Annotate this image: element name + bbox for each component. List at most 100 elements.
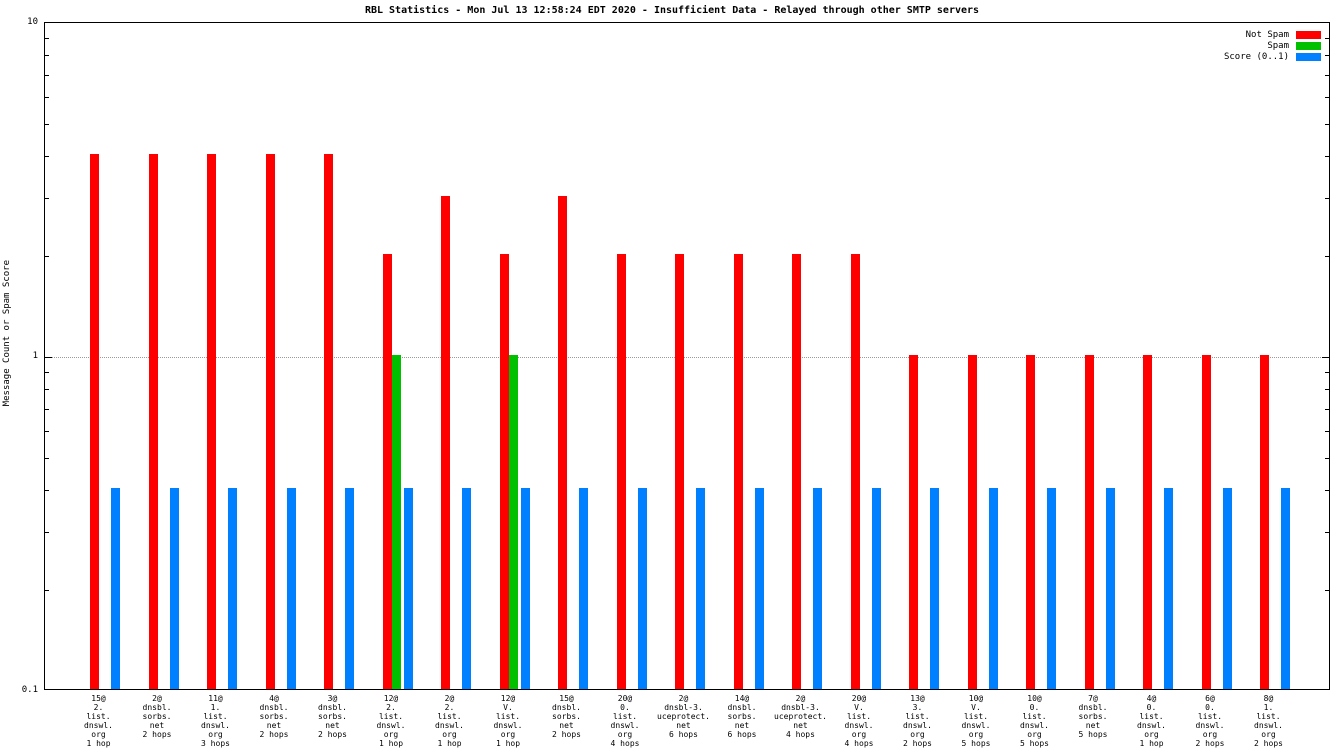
bar-score bbox=[1281, 487, 1290, 689]
x-tick-label: 14@ dnsbl. sorbs. net 6 hops bbox=[727, 694, 757, 739]
legend-label: Not Spam bbox=[1245, 29, 1289, 40]
major-tick bbox=[45, 357, 52, 358]
minor-tick bbox=[1325, 155, 1329, 157]
minor-tick bbox=[1325, 38, 1329, 40]
chart-title: RBL Statistics - Mon Jul 13 12:58:24 EDT… bbox=[364, 5, 980, 16]
x-tick-label: 13@ 3. list. dnswl. org 2 hops bbox=[903, 694, 932, 748]
bar-score bbox=[988, 487, 998, 689]
gridline bbox=[45, 357, 1329, 358]
x-tick-label: 2@ dnsbl-3. uceprotect. net 6 hops bbox=[657, 694, 710, 739]
bar-not-spam bbox=[324, 153, 333, 689]
minor-tick bbox=[1325, 457, 1329, 459]
x-tick-label: 7@ dnsbl. sorbs. net 5 hops bbox=[1078, 694, 1108, 739]
minor-tick bbox=[45, 38, 49, 40]
bar-not-spam bbox=[616, 254, 626, 689]
bar-score bbox=[228, 487, 237, 689]
minor-tick bbox=[45, 408, 49, 410]
minor-tick bbox=[45, 590, 49, 592]
bar-score bbox=[286, 487, 296, 689]
bar-not-spam bbox=[792, 254, 801, 689]
bar-not-spam bbox=[850, 254, 860, 689]
legend-label: Spam bbox=[1267, 40, 1289, 51]
minor-tick bbox=[1325, 123, 1329, 125]
y-axis-label: Message Count or Spam Score bbox=[2, 260, 12, 407]
minor-tick bbox=[1325, 256, 1329, 258]
bar-not-spam bbox=[148, 153, 158, 689]
legend: Not Spam Spam Score (0..1) bbox=[1224, 29, 1321, 62]
y-tick-label: 0.1 bbox=[21, 685, 38, 695]
bar-not-spam bbox=[558, 195, 567, 689]
bar-score bbox=[930, 487, 939, 689]
bar-not-spam bbox=[967, 355, 977, 689]
x-tick-label: 15@ 2. list. dnswl. org 1 hop bbox=[84, 694, 113, 748]
bar-score bbox=[1164, 487, 1173, 689]
bar-score bbox=[1222, 487, 1232, 689]
x-tick-label: 10@ 0. list. dnswl. org 5 hops bbox=[1020, 694, 1049, 748]
x-tick-label: 2@ dnsbl. sorbs. net 2 hops bbox=[142, 694, 172, 739]
bar-not-spam bbox=[1143, 355, 1152, 689]
minor-tick bbox=[1325, 372, 1329, 374]
minor-tick bbox=[1325, 531, 1329, 533]
bar-score bbox=[520, 487, 530, 689]
bar-score bbox=[169, 487, 179, 689]
y-tick-label: 1 bbox=[32, 351, 38, 361]
legend-swatch bbox=[1296, 52, 1321, 61]
x-tick-label: 20@ 0. list. dnswl. org 4 hops bbox=[610, 694, 640, 748]
bar-score bbox=[637, 487, 647, 689]
minor-tick bbox=[45, 155, 49, 157]
bar-score bbox=[871, 487, 881, 689]
bar-not-spam bbox=[909, 355, 918, 689]
minor-tick bbox=[45, 123, 49, 125]
minor-tick bbox=[1325, 74, 1329, 76]
bar-score bbox=[813, 487, 822, 689]
minor-tick bbox=[1325, 408, 1329, 410]
legend-swatch bbox=[1296, 30, 1321, 39]
bar-not-spam bbox=[382, 254, 392, 689]
bar-not-spam bbox=[441, 195, 450, 689]
bar-score bbox=[462, 487, 471, 689]
bar-not-spam bbox=[1084, 355, 1094, 689]
minor-tick bbox=[45, 97, 49, 99]
x-tick-label: 11@ 1. list. dnswl. org 3 hops bbox=[201, 694, 230, 748]
bar-not-spam bbox=[90, 153, 99, 689]
minor-tick bbox=[45, 457, 49, 459]
x-tick-label: 6@ 0. list. dnswl. org 2 hops bbox=[1195, 694, 1225, 748]
x-tick-label: 12@ 2. list. dnswl. org 1 hop bbox=[376, 694, 406, 748]
bar-not-spam bbox=[265, 153, 275, 689]
bar-spam bbox=[508, 355, 518, 689]
bar-score bbox=[111, 487, 120, 689]
minor-tick bbox=[45, 55, 49, 57]
legend-item: Not Spam bbox=[1224, 29, 1321, 40]
bar-score bbox=[1105, 487, 1115, 689]
bar-not-spam bbox=[1201, 355, 1211, 689]
x-tick-label: 12@ V. list. dnswl. org 1 hop bbox=[493, 694, 523, 748]
minor-tick bbox=[45, 74, 49, 76]
major-tick bbox=[1322, 357, 1329, 358]
bar-not-spam bbox=[1260, 355, 1269, 689]
x-tick-label: 20@ V. list. dnswl. org 4 hops bbox=[844, 694, 874, 748]
minor-tick bbox=[45, 431, 49, 433]
minor-tick bbox=[1325, 55, 1329, 57]
minor-tick bbox=[1325, 489, 1329, 491]
minor-tick bbox=[1325, 97, 1329, 99]
legend-swatch bbox=[1296, 41, 1321, 50]
bar-not-spam bbox=[1026, 355, 1035, 689]
x-tick-label: 2@ dnsbl-3. uceprotect. net 4 hops bbox=[774, 694, 827, 739]
minor-tick bbox=[1325, 389, 1329, 391]
legend-item: Spam bbox=[1224, 40, 1321, 51]
minor-tick bbox=[1325, 590, 1329, 592]
x-tick-label: 8@ 1. list. dnswl. org 2 hops bbox=[1254, 694, 1283, 748]
minor-tick bbox=[45, 389, 49, 391]
bar-not-spam bbox=[675, 254, 684, 689]
legend-label: Score (0..1) bbox=[1223, 51, 1289, 62]
minor-tick bbox=[1325, 431, 1329, 433]
bar-spam bbox=[391, 355, 401, 689]
x-tick-label: 4@ 0. list. dnswl. org 1 hop bbox=[1137, 694, 1166, 748]
legend-item: Score (0..1) bbox=[1224, 51, 1321, 62]
x-tick-label: 3@ dnsbl. sorbs. net 2 hops bbox=[318, 694, 347, 739]
plot-area: Not Spam Spam Score (0..1) bbox=[44, 22, 1330, 690]
bar-not-spam bbox=[733, 254, 743, 689]
minor-tick bbox=[45, 531, 49, 533]
bar-score bbox=[345, 487, 354, 689]
